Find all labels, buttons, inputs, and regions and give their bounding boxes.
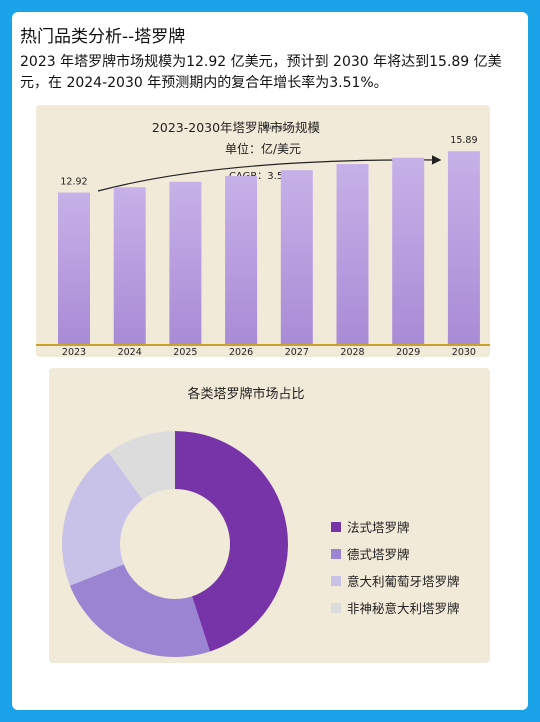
legend-swatch-1 <box>331 522 341 532</box>
x-tick-label-2027: 2027 <box>285 347 309 357</box>
bar-2030 <box>447 151 480 344</box>
bar-value-label-2023: 12.92 <box>60 177 87 188</box>
x-tick-label-2030: 2030 <box>452 347 476 357</box>
bar-chart-watermark: quanqiu <box>264 124 289 131</box>
bar-chart-subtitle: 单位：亿/美元 <box>225 141 301 156</box>
legend-swatch-2 <box>331 549 341 559</box>
bar-2027 <box>280 170 313 344</box>
legend-label-1: 法式塔罗牌 <box>347 520 410 535</box>
page-description: 2023 年塔罗牌市场规模为12.92 亿美元，预计到 2030 年将达到15.… <box>20 54 502 91</box>
x-tick-label-2025: 2025 <box>173 347 197 357</box>
donut-hole <box>120 489 230 599</box>
x-tick-label-2026: 2026 <box>229 347 253 357</box>
bar-2024 <box>113 187 146 344</box>
legend-label-4: 非神秘意大利塔罗牌 <box>347 601 460 616</box>
page-title: 热门品类分析--塔罗牌 <box>20 27 186 47</box>
bar-2028 <box>336 164 369 344</box>
legend-label-3: 意大利葡萄牙塔罗牌 <box>347 574 460 589</box>
x-tick-label-2028: 2028 <box>340 347 364 357</box>
market-size-chart: 2023-2030年塔罗牌市场规模 quanqiu 单位：亿/美元 CAGR：3… <box>36 105 490 357</box>
x-tick-label-2029: 2029 <box>396 347 420 357</box>
bar-2029 <box>392 157 425 344</box>
pie-chart-title: 各类塔罗牌市场占比 <box>187 386 304 402</box>
x-tick-label-2023: 2023 <box>62 347 86 357</box>
bar-value-label-2030: 15.89 <box>450 135 477 146</box>
legend-swatch-4 <box>331 603 341 613</box>
pie-slice-1 <box>175 431 289 652</box>
bar-2023 <box>58 192 90 344</box>
bar-2025 <box>169 181 202 344</box>
legend-swatch-3 <box>331 576 341 586</box>
bar-2026 <box>225 176 258 344</box>
market-share-chart: 各类塔罗牌市场占比 法式塔罗牌德式塔罗牌意大利葡萄牙塔罗牌 非神秘意大利塔罗牌 <box>49 368 490 663</box>
cagr-annotation: CAGR：3.51% <box>229 171 299 182</box>
bar-chart-svg: 2023-2030年塔罗牌市场规模 quanqiu 单位：亿/美元 CAGR：3… <box>36 120 490 357</box>
legend-label-2: 德式塔罗牌 <box>347 547 410 562</box>
bar-chart-title: 2023-2030年塔罗牌市场规模 <box>152 120 321 135</box>
x-tick-label-2024: 2024 <box>118 347 142 357</box>
